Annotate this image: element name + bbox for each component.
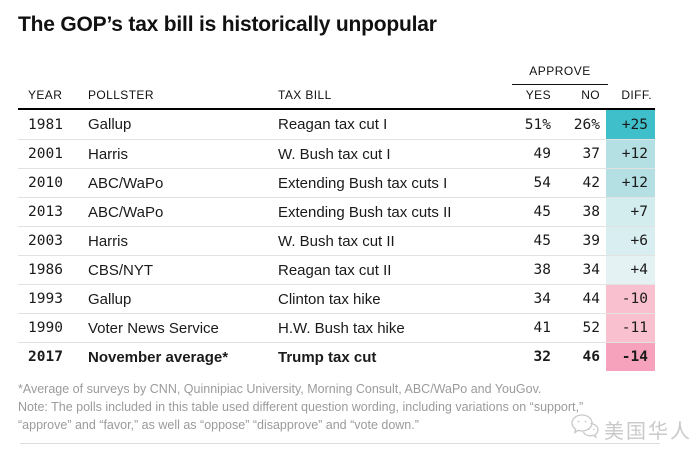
year-cell: 1986 — [28, 262, 63, 278]
pollster-cell: November average* — [88, 348, 229, 366]
chat-bubbles-icon — [570, 413, 600, 445]
footnote-average: *Average of surveys by CNN, Quinnipiac U… — [18, 382, 542, 396]
table-rows: 1981 Gallup Reagan tax cut I 51% 26% +25… — [18, 110, 655, 371]
pollster-cell: Voter News Service — [88, 319, 219, 337]
col-header-yes: YES — [525, 88, 551, 102]
col-header-no: NO — [581, 88, 600, 102]
year-cell: 1993 — [28, 291, 63, 307]
no-cell: 52 — [582, 320, 600, 336]
tax-bill-cell: Clinton tax hike — [278, 290, 381, 308]
tax-bill-cell: Reagan tax cut II — [278, 261, 392, 279]
no-cell: 38 — [582, 204, 600, 220]
pollster-cell: ABC/WaPo — [88, 203, 164, 221]
yes-cell: 32 — [533, 349, 551, 365]
diff-cell: +12 — [606, 140, 655, 168]
no-cell: 26% — [573, 116, 600, 133]
page-title: The GOP’s tax bill is historically unpop… — [18, 13, 437, 36]
table-row: 2017 November average* Trump tax cut 32 … — [18, 342, 655, 371]
watermark: 美国华人 — [570, 413, 692, 445]
diff-cell: +25 — [606, 110, 655, 139]
pollster-cell: Harris — [88, 232, 128, 250]
poll-table: APPROVE YEAR POLLSTER TAX BILL YES NO DI… — [18, 60, 655, 371]
yes-cell: 49 — [533, 146, 551, 162]
no-cell: 46 — [582, 349, 600, 365]
yes-cell: 41 — [533, 320, 551, 336]
pollster-cell: CBS/NYT — [88, 261, 154, 279]
yes-cell: 38 — [533, 262, 551, 278]
tax-bill-cell: Reagan tax cut I — [278, 116, 388, 133]
yes-cell: 51% — [524, 116, 551, 133]
year-cell: 2001 — [28, 146, 63, 162]
no-cell: 44 — [582, 291, 600, 307]
col-header-year: YEAR — [28, 88, 63, 102]
year-cell: 2013 — [28, 204, 63, 220]
table-row: 1993 Gallup Clinton tax hike 34 44 -10 — [18, 284, 655, 313]
year-cell: 2010 — [28, 175, 63, 191]
tax-bill-cell: Trump tax cut — [278, 348, 377, 366]
col-header-diff: DIFF. — [621, 88, 652, 102]
diff-cell: -14 — [606, 343, 655, 371]
tax-bill-cell: H.W. Bush tax hike — [278, 319, 405, 337]
table-row: 2013 ABC/WaPo Extending Bush tax cuts II… — [18, 197, 655, 226]
col-header-pollster: POLLSTER — [88, 88, 154, 102]
diff-cell: +12 — [606, 169, 655, 197]
year-cell: 2017 — [28, 349, 63, 365]
diff-cell: -10 — [606, 285, 655, 313]
diff-cell: +4 — [606, 256, 655, 284]
no-cell: 39 — [582, 233, 600, 249]
yes-cell: 54 — [533, 175, 551, 191]
no-cell: 42 — [582, 175, 600, 191]
year-cell: 1990 — [28, 320, 63, 336]
tax-bill-cell: Extending Bush tax cuts II — [278, 203, 452, 221]
footnote-note: Note: The polls included in this table u… — [18, 400, 584, 432]
yes-cell: 34 — [533, 291, 551, 307]
diff-cell: +7 — [606, 198, 655, 226]
table-row: 2003 Harris W. Bush tax cut II 45 39 +6 — [18, 226, 655, 255]
table-row: 2010 ABC/WaPo Extending Bush tax cuts I … — [18, 168, 655, 197]
tax-bill-cell: W. Bush tax cut II — [278, 232, 395, 250]
diff-cell: +6 — [606, 227, 655, 255]
table-row: 2001 Harris W. Bush tax cut I 49 37 +12 — [18, 139, 655, 168]
approve-group-header: APPROVE — [512, 64, 608, 85]
no-cell: 37 — [582, 146, 600, 162]
col-header-tax-bill: TAX BILL — [278, 88, 332, 102]
table-header-row: YEAR POLLSTER TAX BILL YES NO DIFF. — [18, 60, 655, 110]
no-cell: 34 — [582, 262, 600, 278]
watermark-text: 美国华人 — [604, 420, 692, 443]
table-row: 1990 Voter News Service H.W. Bush tax hi… — [18, 313, 655, 342]
tax-bill-cell: W. Bush tax cut I — [278, 145, 391, 163]
table-row: 1981 Gallup Reagan tax cut I 51% 26% +25 — [18, 110, 655, 139]
footnotes: *Average of surveys by CNN, Quinnipiac U… — [18, 380, 622, 434]
diff-cell: -11 — [606, 314, 655, 342]
yes-cell: 45 — [533, 233, 551, 249]
yes-cell: 45 — [533, 204, 551, 220]
tax-bill-cell: Extending Bush tax cuts I — [278, 174, 448, 192]
year-cell: 1981 — [28, 116, 63, 133]
year-cell: 2003 — [28, 233, 63, 249]
bottom-divider — [20, 443, 660, 444]
table-row: 1986 CBS/NYT Reagan tax cut II 38 34 +4 — [18, 255, 655, 284]
pollster-cell: Harris — [88, 145, 128, 163]
pollster-cell: Gallup — [88, 116, 132, 133]
pollster-cell: Gallup — [88, 290, 132, 308]
pollster-cell: ABC/WaPo — [88, 174, 164, 192]
